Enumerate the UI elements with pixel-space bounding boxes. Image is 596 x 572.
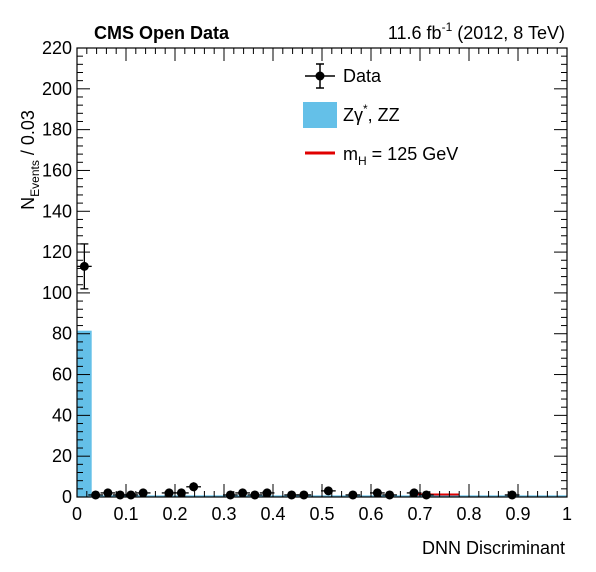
y-tick-label-5: 100: [42, 283, 72, 303]
data-point-marker-0: [79, 261, 89, 271]
y-tick-label-4: 80: [52, 324, 72, 344]
data-point-16: [345, 490, 361, 500]
data-point-11: [247, 490, 263, 500]
data-point-marker-14: [299, 490, 309, 500]
data-point-14: [296, 490, 312, 500]
x-tick-label-7: 0.7: [407, 504, 432, 524]
data-point-marker-7: [176, 488, 186, 498]
data-point-marker-8: [189, 482, 199, 492]
data-point-marker-12: [262, 488, 272, 498]
data-point-19: [406, 488, 422, 498]
data-point-marker-11: [250, 490, 260, 500]
x-tick-label-9: 0.9: [505, 504, 530, 524]
data-point-marker-6: [164, 488, 174, 498]
data-points: [77, 243, 520, 500]
background-bin-1: [91, 495, 567, 497]
data-point-marker-18: [385, 490, 395, 500]
y-tick-label-1: 20: [52, 446, 72, 466]
y-tick-label-0: 0: [62, 487, 72, 507]
x-tick-label-6: 0.6: [358, 504, 383, 524]
x-tick-label-3: 0.3: [211, 504, 236, 524]
data-point-marker-5: [138, 488, 148, 498]
data-point-marker-15: [323, 486, 333, 496]
legend-data-label: Data: [343, 66, 382, 86]
data-point-18: [382, 490, 397, 500]
legend-background-label: Zγ*, ZZ: [343, 102, 400, 125]
x-tick-label-5: 0.5: [309, 504, 334, 524]
data-point-21: [504, 490, 520, 500]
y-tick-label-8: 160: [42, 160, 72, 180]
data-point-marker-17: [372, 488, 382, 498]
luminosity-label: 11.6 fb-1 (2012, 8 TeV): [388, 20, 565, 43]
x-tick-label-1: 0.1: [113, 504, 138, 524]
data-point-17: [370, 488, 385, 498]
x-axis-title: DNN Discriminant: [422, 538, 565, 558]
x-tick-label-10: 1: [562, 504, 572, 524]
legend-entry-signal: mH = 125 GeV: [305, 144, 458, 168]
data-point-10: [235, 488, 250, 498]
legend: Data Zγ*, ZZ mH = 125 GeV: [303, 63, 458, 168]
background-histogram: [77, 330, 567, 497]
data-point-20: [419, 490, 434, 500]
y-tick-label-6: 120: [42, 242, 72, 262]
data-point-2: [100, 488, 116, 498]
data-point-9: [223, 490, 238, 500]
legend-entry-data: Data: [305, 63, 382, 89]
data-point-15: [321, 486, 336, 496]
y-tick-label-7: 140: [42, 201, 72, 221]
axes: 0 0.1 0.2 0.3 0.4 0.5 0.6 0.7 0.8 0.9 1 0 20 40 60 80 10…: [42, 38, 572, 524]
data-point-marker-16: [348, 490, 358, 500]
y-axis-title: NEvents / 0.03: [18, 110, 42, 210]
data-point-marker-1: [91, 490, 101, 500]
y-tick-label-9: 180: [42, 120, 72, 140]
legend-data-marker: [315, 71, 325, 81]
x-tick-label-2: 0.2: [162, 504, 187, 524]
experiment-label: CMS Open Data: [94, 23, 230, 43]
data-point-7: [174, 488, 189, 498]
data-point-marker-21: [507, 490, 517, 500]
y-tick-label-10: 200: [42, 79, 72, 99]
data-point-marker-13: [287, 490, 297, 500]
data-point-marker-19: [409, 488, 419, 498]
data-point-8: [186, 482, 201, 492]
y-tick-label-2: 40: [52, 405, 72, 425]
data-point-marker-2: [103, 488, 113, 498]
data-point-marker-4: [126, 490, 136, 500]
data-point-12: [259, 488, 275, 498]
data-point-marker-10: [238, 488, 248, 498]
data-point-0: [77, 243, 92, 290]
legend-signal-label: mH = 125 GeV: [343, 144, 458, 168]
x-tick-label-8: 0.8: [456, 504, 481, 524]
y-tick-label-3: 60: [52, 365, 72, 385]
y-tick-label-11: 220: [42, 38, 72, 58]
legend-entry-background: Zγ*, ZZ: [303, 102, 400, 128]
x-tick-label-4: 0.4: [260, 504, 285, 524]
background-bin-0: [77, 330, 92, 497]
legend-background-swatch: [303, 102, 337, 128]
x-tick-label-0: 0: [72, 504, 82, 524]
data-point-marker-3: [115, 490, 125, 500]
